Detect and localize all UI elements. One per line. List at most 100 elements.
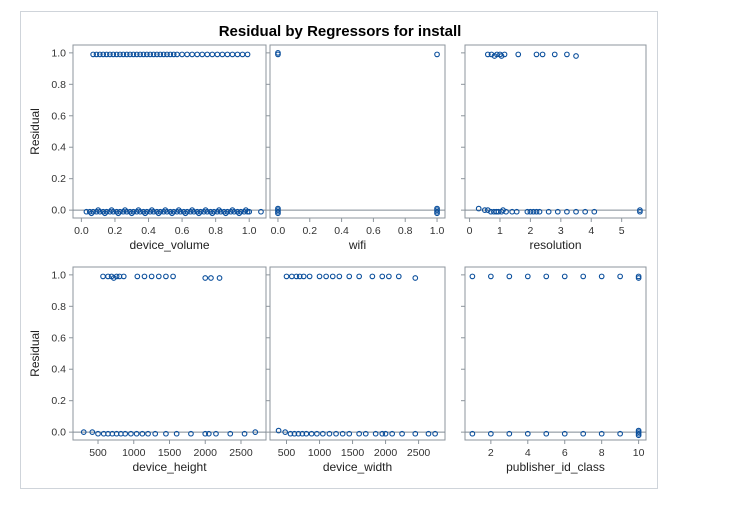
data-point	[143, 51, 150, 58]
data-point	[524, 208, 531, 215]
data-point	[202, 275, 209, 281]
data-point	[389, 430, 396, 437]
data-point	[326, 430, 333, 437]
x-tick-label: 0.6	[366, 225, 381, 237]
x-tick-label: 6	[562, 447, 568, 459]
data-point	[222, 210, 229, 217]
data-point	[244, 51, 251, 58]
data-point	[506, 273, 513, 280]
x-tick-label: 3	[558, 225, 564, 237]
x-tick-label: 0.2	[108, 225, 123, 237]
data-point	[573, 53, 579, 59]
panel-1: 0.0 0.2 0.4 0.6 0.8 1.0 0.0 0.2 0.4 0.6 0.8 1.0 devi…	[28, 44, 267, 252]
data-point	[117, 51, 123, 58]
x-tick-label: 1	[497, 225, 503, 237]
data-point	[133, 430, 140, 437]
data-point	[97, 51, 103, 58]
data-point	[513, 208, 520, 215]
data-point	[89, 429, 96, 435]
data-point	[573, 208, 579, 215]
data-point	[484, 207, 491, 213]
data-point	[213, 430, 219, 437]
data-point	[362, 430, 369, 437]
data-point	[110, 275, 117, 281]
y-tick-label: 0.4	[51, 364, 66, 376]
x-tick-label: 0.8	[208, 225, 223, 237]
data-point	[379, 273, 386, 280]
x-tick-label: 0.6	[175, 225, 190, 237]
panel-4: 0.0 0.2 0.4 0.6 0.8 1.0 500 1000 1500 2000 2500 dev…	[28, 266, 267, 474]
data-point	[582, 208, 589, 215]
panel-frame	[72, 266, 267, 441]
data-point	[598, 273, 605, 280]
panel-frame	[464, 44, 647, 219]
data-point	[175, 207, 182, 213]
data-point	[202, 430, 209, 437]
data-point	[434, 205, 440, 212]
data-point	[551, 51, 558, 58]
data-point	[170, 273, 176, 280]
data-point	[202, 207, 209, 213]
x-axis-label: device_width	[323, 460, 392, 474]
data-point	[524, 273, 531, 280]
data-point	[275, 205, 281, 212]
data-point	[154, 51, 160, 58]
data-point	[170, 51, 177, 58]
data-point	[102, 210, 108, 217]
data-point	[635, 427, 642, 434]
x-axis-label: wifi	[348, 238, 366, 252]
data-point	[543, 430, 550, 437]
data-point	[194, 51, 201, 58]
data-point	[275, 427, 282, 434]
data-point	[115, 210, 122, 217]
data-point	[93, 51, 100, 58]
data-point	[533, 208, 540, 215]
data-point	[336, 273, 343, 280]
data-point	[157, 51, 164, 58]
data-point	[160, 51, 167, 58]
x-tick-label: 0.8	[398, 225, 413, 237]
data-point	[167, 51, 174, 58]
data-point	[105, 273, 111, 280]
data-point	[481, 207, 488, 213]
residual-panel-chart: Residual by Regressors for install 0.0 0.…	[28, 23, 647, 474]
data-point	[224, 51, 231, 58]
chart-title: Residual by Regressors for install	[219, 23, 462, 40]
data-point	[434, 51, 440, 58]
y-tick-label: 0.8	[51, 301, 66, 313]
data-point	[399, 430, 405, 437]
y-tick-label: 0.0	[51, 205, 66, 217]
x-tick-label: 2	[527, 225, 533, 237]
data-point	[635, 275, 642, 281]
x-tick-label: 0.0	[271, 225, 286, 237]
data-point	[162, 207, 169, 213]
data-point	[475, 205, 482, 212]
data-point	[188, 430, 194, 437]
x-axis-label: resolution	[529, 238, 581, 252]
data-point	[395, 273, 402, 280]
data-point	[142, 210, 149, 217]
data-point	[140, 51, 147, 58]
data-point	[493, 208, 500, 215]
data-point	[80, 429, 87, 435]
data-point	[382, 430, 389, 437]
data-point	[561, 430, 568, 437]
x-axis-label: device_volume	[129, 238, 209, 252]
y-tick-label: 0.6	[51, 332, 66, 344]
data-point	[234, 51, 241, 58]
data-point	[469, 430, 476, 437]
data-point	[346, 430, 353, 437]
data-point	[287, 430, 294, 437]
data-point	[536, 208, 543, 215]
y-tick-label: 1.0	[51, 269, 66, 281]
data-point	[236, 210, 242, 217]
data-point	[163, 273, 169, 280]
panel-5: 500 1000 1500 2000 2500 device_width	[266, 266, 446, 474]
panel-frame	[269, 44, 446, 219]
data-point	[258, 208, 264, 215]
data-point	[554, 208, 561, 215]
data-point	[323, 273, 329, 280]
data-point	[356, 430, 363, 437]
data-point	[139, 430, 146, 437]
data-point	[308, 430, 315, 437]
